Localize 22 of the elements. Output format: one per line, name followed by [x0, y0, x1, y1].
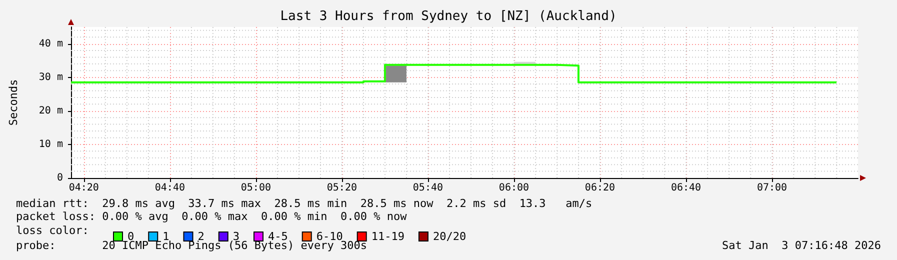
- y-tick-label: 10 m: [38, 138, 63, 150]
- x-tick-label: 05:20: [326, 182, 357, 194]
- y-tick-label: 30 m: [38, 72, 63, 83]
- legend-label: 11-19: [371, 230, 404, 243]
- text: median rtt: 29.8 ms avg 33.7 ms max 28.5 ms min 28.5 ms now 2.2 ms sd 13.3 am/s: [16, 197, 592, 210]
- text: packet loss: 0.00 % avg 0.00 % max 0.00 % min 0.00 % now: [16, 210, 407, 223]
- x-tick-label: 05:40: [412, 182, 444, 194]
- text: Sat Jan 3 07:16:48 2026: [722, 239, 881, 252]
- y-tick-label: 20 m: [38, 105, 63, 116]
- x-tick-label: 06:40: [670, 182, 702, 194]
- x-tick-label: 05:00: [240, 182, 271, 194]
- x-tick-label: 06:00: [498, 182, 530, 194]
- y-tick-label: 0: [56, 172, 63, 184]
- x-tick-label: 04:20: [68, 182, 99, 194]
- y-axis-title: Seconds: [7, 79, 20, 126]
- legend-label: 20/20: [432, 230, 466, 243]
- y-tick-label: 40 m: [38, 38, 63, 50]
- x-tick-label: 07:00: [756, 182, 788, 194]
- text: loss color:: [16, 224, 89, 237]
- x-tick-label: 06:20: [584, 182, 616, 194]
- x-tick-label: 04:40: [154, 182, 185, 194]
- chart-title: Last 3 Hours from Sydney to [NZ] (Auckland): [280, 9, 617, 24]
